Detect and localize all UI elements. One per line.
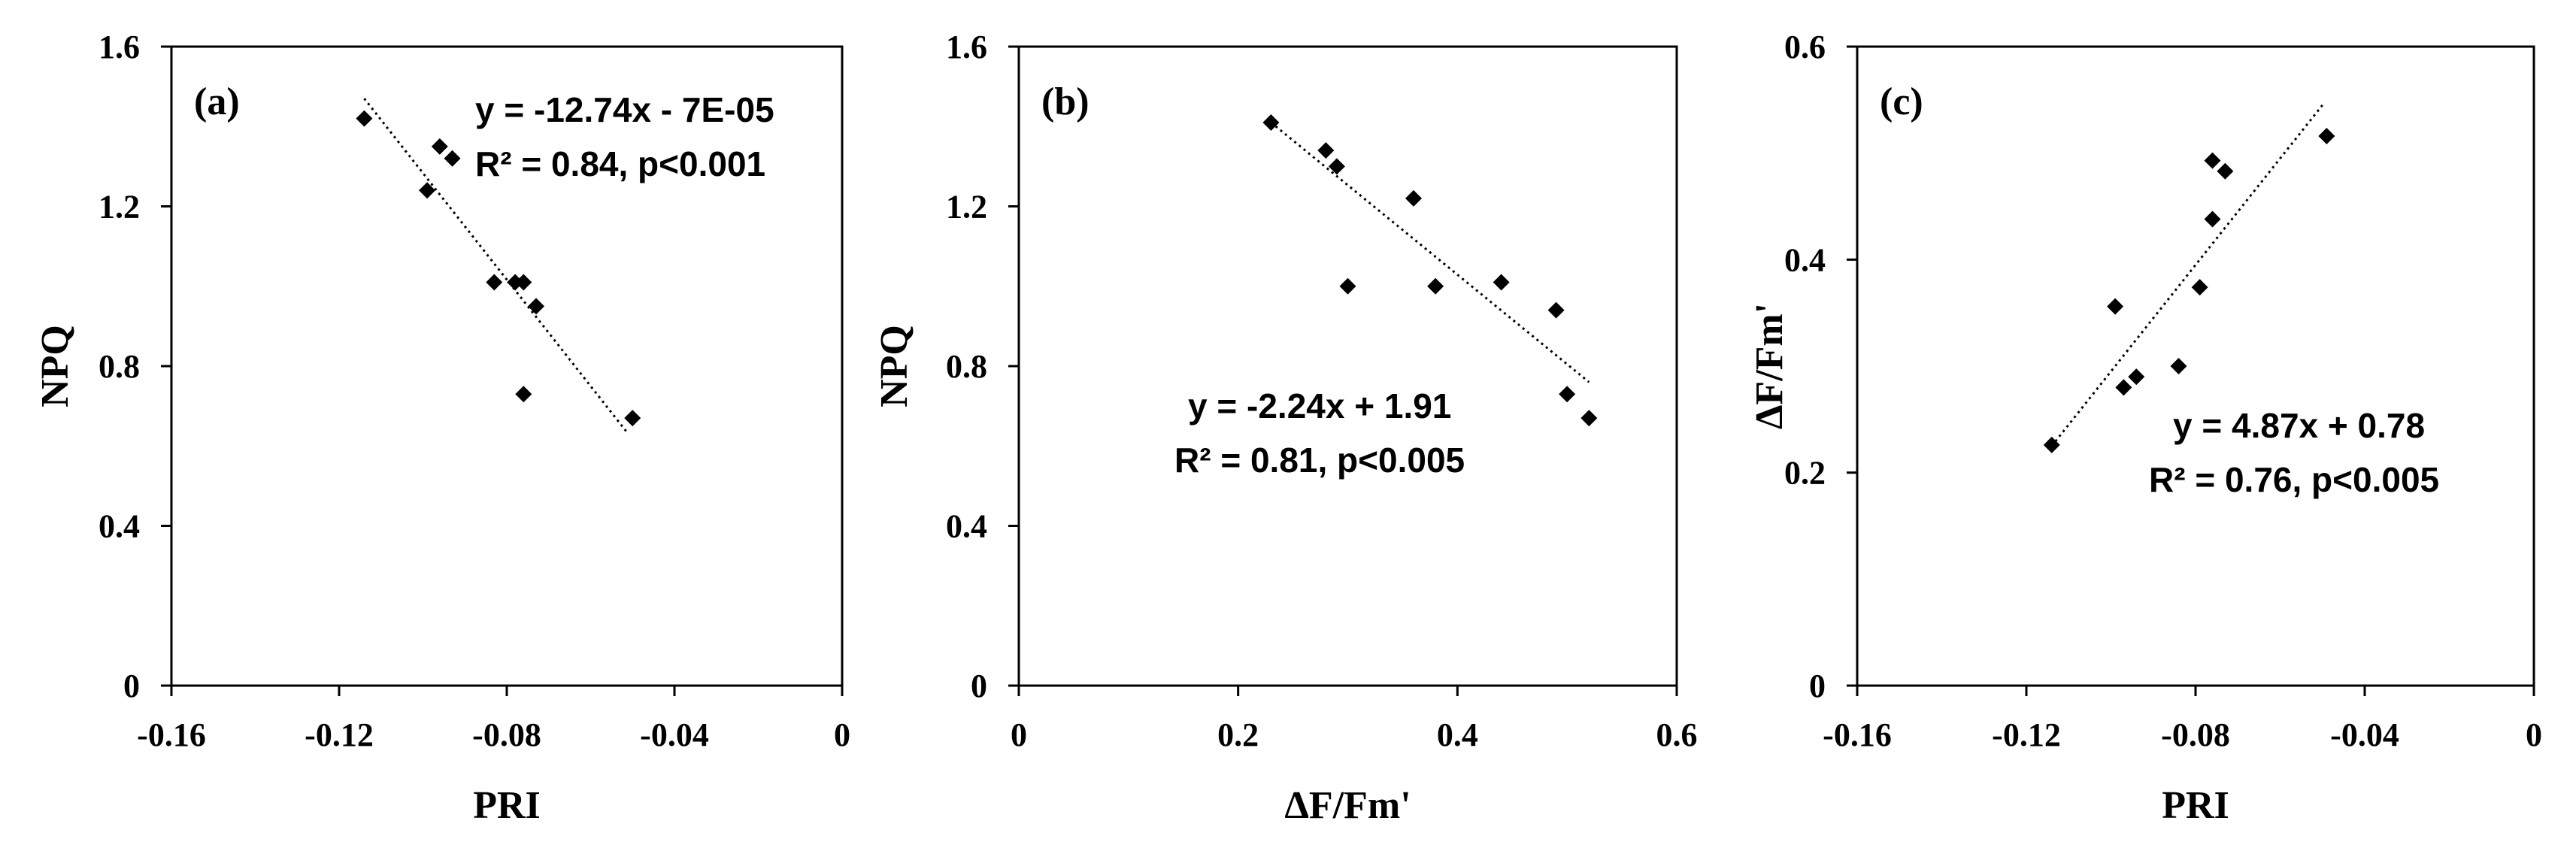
data-point: [1317, 142, 1335, 159]
x-tick-label: -0.04: [640, 716, 709, 753]
trendline: [363, 98, 629, 435]
data-point: [431, 138, 448, 155]
trendline: [2050, 104, 2323, 447]
y-tick-label: 0: [123, 668, 140, 704]
x-tick-label: -0.08: [472, 716, 541, 753]
data-point: [2204, 152, 2221, 169]
data-point: [1328, 158, 1345, 175]
data-point: [1262, 114, 1280, 131]
regression-equation: y = -2.24x + 1.91: [1188, 386, 1451, 426]
x-tick-label: -0.08: [2161, 716, 2230, 753]
data-point: [444, 150, 461, 167]
data-point: [419, 182, 436, 199]
panel-label: (c): [1880, 80, 1923, 123]
data-point: [2217, 162, 2234, 180]
data-point: [2043, 436, 2060, 453]
regression-equation: y = 4.87x + 0.78: [2173, 406, 2425, 445]
trendline: [1270, 121, 1590, 383]
regression-equation: y = -12.74x - 7E-05: [475, 90, 774, 129]
x-tick-label: 0.6: [1656, 716, 1698, 753]
panel-b: 0 0.2 0.4 0.6 0 0.4 0.8 1.2 1.6 ΔF/Fm' NPQ (b) y = -…: [873, 29, 1698, 827]
y-tick-label: 0: [1809, 668, 1826, 704]
panel-label: (a): [194, 80, 240, 123]
y-tick-label: 1.6: [98, 29, 140, 65]
x-axis-label: PRI: [473, 784, 541, 827]
y-tick-label: 0.8: [98, 348, 140, 385]
x-tick-label: -0.16: [1823, 716, 1892, 753]
plot-frame: [170, 45, 844, 687]
y-axis-label: NPQ: [34, 325, 77, 407]
data-point: [1405, 189, 1422, 207]
data-point: [1580, 410, 1598, 427]
data-point: [1427, 277, 1444, 295]
panel-c: -0.16 -0.12 -0.08 -0.04 0 0 0.2 0.4 0.6 PRI ΔF/Fm'…: [1748, 29, 2542, 827]
data-point: [507, 274, 524, 291]
data-point: [1493, 274, 1510, 291]
data-point: [1547, 301, 1565, 319]
data-point: [624, 410, 641, 427]
y-tick-label: 0.4: [98, 508, 140, 545]
x-tick-label: -0.12: [305, 716, 374, 753]
r-squared-annotation: R² = 0.76, p<0.005: [2149, 460, 2439, 499]
data-point: [2204, 210, 2221, 228]
data-point: [2128, 368, 2145, 386]
data-point: [2115, 379, 2132, 396]
data-point: [486, 274, 503, 291]
plot-frame: [1017, 45, 1678, 687]
data-point: [1339, 277, 1356, 295]
y-tick-label: 0.2: [1784, 455, 1826, 492]
x-tick-label: 0: [2526, 716, 2542, 753]
y-tick-label: 0.4: [1784, 241, 1826, 278]
data-point: [528, 298, 545, 315]
y-tick-label: 0: [971, 668, 987, 704]
data-point: [2107, 298, 2124, 315]
x-tick-label: 0.4: [1437, 716, 1478, 753]
r-squared-annotation: R² = 0.81, p<0.005: [1174, 441, 1465, 480]
x-tick-label: 0: [834, 716, 850, 753]
y-axis-label: ΔF/Fm': [1748, 303, 1791, 429]
y-tick-label: 0.6: [1784, 29, 1826, 65]
data-point: [1559, 386, 1576, 403]
x-tick-label: -0.04: [2330, 716, 2399, 753]
x-tick-label: 0.2: [1217, 716, 1259, 753]
y-tick-label: 1.2: [946, 189, 987, 226]
data-point: [515, 386, 532, 403]
x-tick-label: 0: [1011, 716, 1027, 753]
data-point: [2170, 358, 2187, 374]
data-point: [356, 110, 373, 127]
panel-a: -0.16 -0.12 -0.08 -0.04 0 0 0.4 0.8 1.2 1.6 PRI NPQ…: [34, 29, 850, 827]
data-point: [2318, 128, 2335, 144]
r-squared-annotation: R² = 0.84, p<0.001: [475, 144, 765, 183]
x-tick-label: -0.16: [137, 716, 206, 753]
data-point: [515, 274, 532, 291]
x-axis-label: PRI: [2162, 784, 2229, 827]
data-point: [2191, 279, 2208, 296]
x-axis-label: ΔF/Fm': [1284, 784, 1411, 827]
panel-label: (b): [1041, 80, 1089, 123]
x-tick-label: -0.12: [1992, 716, 2061, 753]
y-tick-label: 0.4: [946, 508, 987, 545]
y-axis-label: NPQ: [873, 325, 916, 407]
plot-frame: [1856, 45, 2535, 687]
y-tick-label: 1.2: [98, 189, 140, 226]
y-tick-label: 0.8: [946, 348, 987, 385]
y-tick-label: 1.6: [946, 29, 987, 65]
